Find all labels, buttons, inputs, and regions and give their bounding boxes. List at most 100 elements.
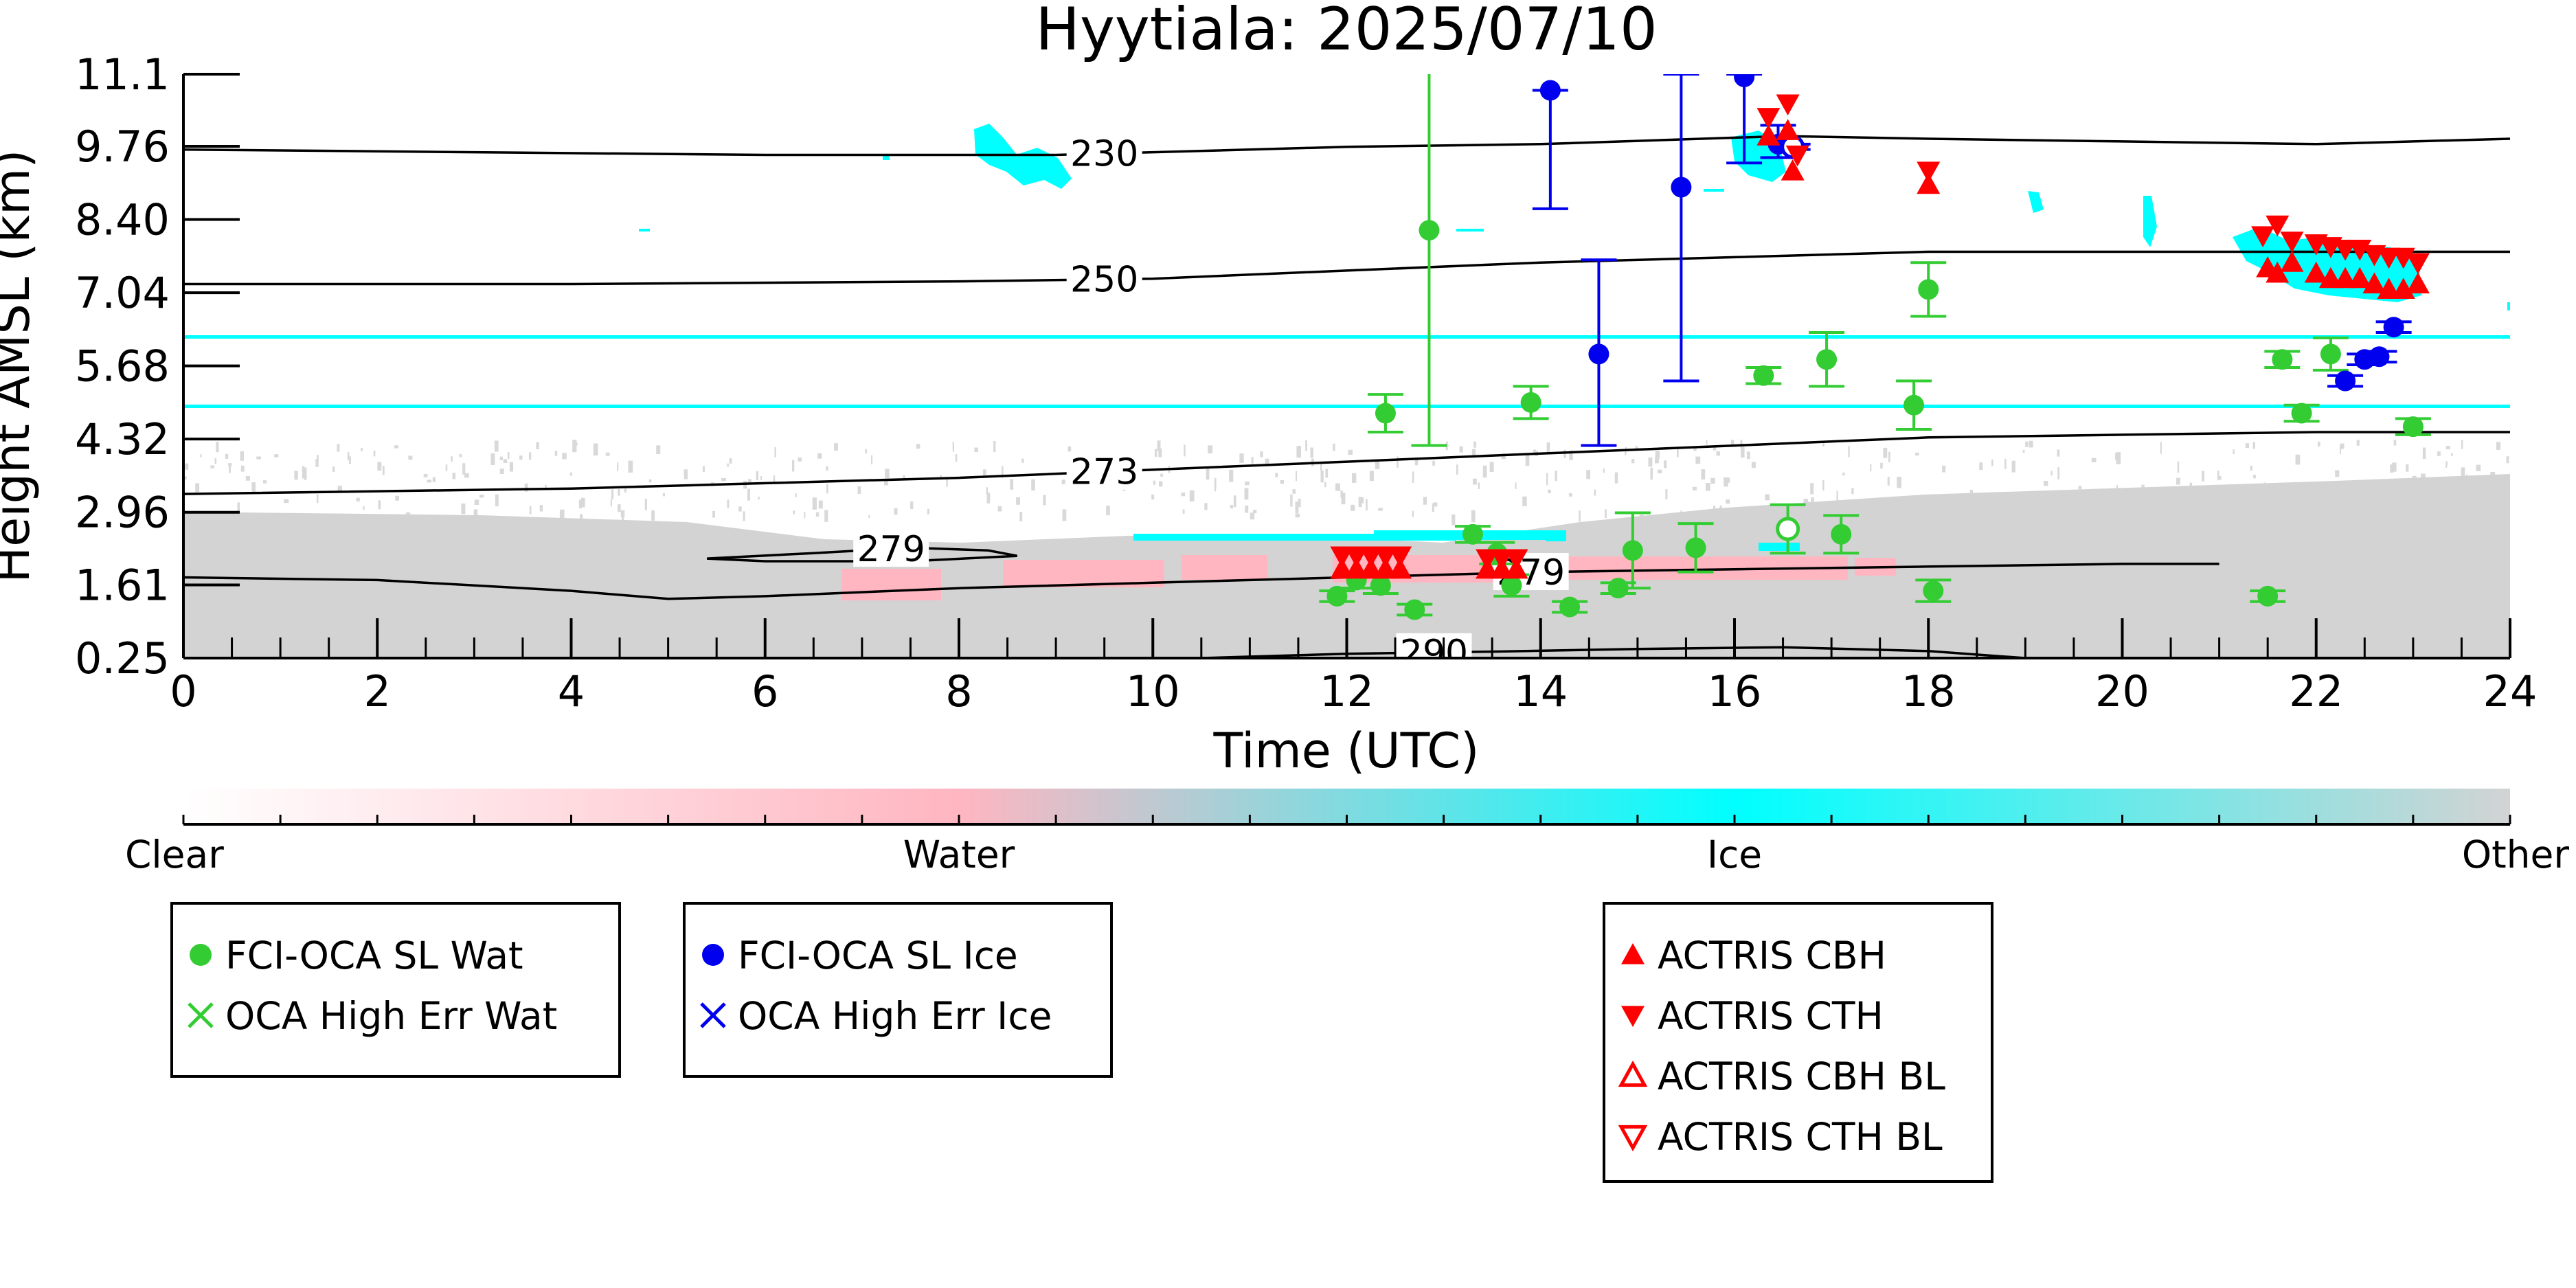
- data-point: [2391, 278, 2415, 299]
- speckle-dot: [1741, 445, 1745, 458]
- speckle-dot: [826, 466, 828, 471]
- speckle-dot: [2445, 461, 2448, 466]
- speckle-dot: [1358, 497, 1362, 508]
- speckle-dot: [1412, 510, 1414, 517]
- speckle-dot: [1250, 512, 1255, 520]
- speckle-dot: [576, 442, 578, 446]
- speckle-dot: [2337, 488, 2342, 501]
- speckle-dot: [593, 443, 598, 456]
- speckle-dot: [1760, 511, 1763, 521]
- speckle-dot: [2439, 504, 2441, 515]
- contour-label-bg: [1066, 260, 1142, 297]
- speckle-dot: [349, 456, 351, 464]
- speckle-dot: [569, 472, 572, 476]
- x-tick-label: 24: [2483, 666, 2538, 716]
- y-ticks: 0.25 1.61 2.96 4.32 5.68 7.04 8.40 9.76 11.1: [75, 49, 240, 683]
- speckle-dot: [580, 514, 583, 519]
- speckle-dot: [302, 466, 305, 479]
- speckle-dot: [1639, 515, 1644, 521]
- data-point: [1622, 540, 1643, 561]
- speckle-dot: [2295, 454, 2301, 465]
- speckle-dot: [884, 478, 888, 486]
- legend-marker: [1621, 1006, 1645, 1027]
- speckle-dot: [910, 501, 914, 510]
- speckle-dot: [1253, 510, 1257, 514]
- speckle-dot: [572, 440, 577, 453]
- speckle-dot: [337, 444, 340, 452]
- y-tick-label: 11.1: [75, 49, 170, 100]
- speckle-dot: [729, 458, 732, 464]
- speckle-dot: [618, 488, 620, 496]
- speckle-dot: [2011, 460, 2015, 473]
- speckle-dot: [1522, 496, 1527, 506]
- speckle-dot: [2252, 442, 2255, 449]
- speckle-dot: [1693, 446, 1697, 451]
- legend-marker: [1621, 943, 1645, 964]
- speckle-dot: [738, 506, 742, 512]
- speckle-dot: [2293, 493, 2298, 498]
- speckle-dot: [1664, 460, 1667, 468]
- speckle-dot: [408, 455, 413, 460]
- speckle-dot: [1275, 473, 1278, 477]
- speckle-dot: [461, 504, 466, 515]
- speckle-dot: [1348, 449, 1353, 455]
- speckle-dot: [997, 506, 1002, 512]
- speckle-dot: [251, 482, 256, 492]
- speckle-dot: [1648, 457, 1653, 467]
- speckle-dot: [2445, 464, 2448, 468]
- legend-marker: [1618, 1060, 1648, 1087]
- speckle-dot: [240, 465, 245, 472]
- speckle-dot: [503, 459, 508, 463]
- speckle-dot: [624, 488, 627, 493]
- speckle-dot: [648, 479, 652, 483]
- speckle-dot: [1456, 464, 1458, 475]
- speckle-dot: [2105, 495, 2109, 504]
- data-point: [1326, 585, 1348, 607]
- speckle-dot: [214, 458, 217, 464]
- speckle-dot: [1822, 480, 1824, 490]
- speckle-dot: [1746, 451, 1750, 460]
- data-point: [1923, 580, 1944, 602]
- data-point: [1918, 279, 1939, 300]
- speckle-dot: [1184, 444, 1186, 457]
- speckle-dot: [986, 487, 988, 495]
- contour-label: 250: [1070, 260, 1138, 301]
- speckle-dot: [1366, 499, 1368, 511]
- speckle-dot: [459, 453, 462, 457]
- speckle-dot: [395, 495, 399, 501]
- speckle-dot: [1568, 493, 1572, 497]
- speckle-dot: [712, 510, 715, 518]
- speckle-dot: [1155, 449, 1157, 457]
- data-point: [2257, 585, 2279, 607]
- speckle-dot: [1489, 462, 1494, 472]
- speckle-dot: [1851, 488, 1854, 495]
- speckle-dot: [2177, 461, 2180, 473]
- speckle-dot: [2066, 495, 2070, 508]
- speckle-dot: [610, 499, 612, 507]
- contour-230: [183, 135, 2510, 157]
- speckle-dot: [727, 463, 729, 467]
- x-tick-label: 8: [945, 666, 972, 716]
- speckle-dot: [1325, 468, 1329, 478]
- speckle-dot: [1432, 503, 1434, 512]
- speckle-dot: [656, 445, 661, 454]
- speckle-dot: [1605, 509, 1607, 518]
- speckle-dot: [1265, 458, 1269, 464]
- speckle-dot: [2050, 471, 2053, 476]
- speckle-dot: [509, 462, 514, 472]
- speckle-dot: [1719, 505, 1722, 517]
- speckle-dot: [1106, 506, 1110, 516]
- speckle-dot: [727, 499, 730, 508]
- speckle-dot: [494, 440, 499, 452]
- speckle-dot: [1320, 471, 1324, 483]
- speckle-dot: [1880, 462, 1883, 468]
- speckle-dot: [2456, 514, 2459, 517]
- speckle-dot: [2245, 443, 2249, 449]
- y-tick-label: 9.76: [75, 122, 170, 172]
- speckle-dot: [2055, 493, 2059, 499]
- speckle-dot: [2445, 446, 2450, 450]
- speckle-dot: [1726, 477, 1730, 483]
- speckle-dot: [2091, 457, 2097, 462]
- speckle-dot: [1335, 483, 1340, 491]
